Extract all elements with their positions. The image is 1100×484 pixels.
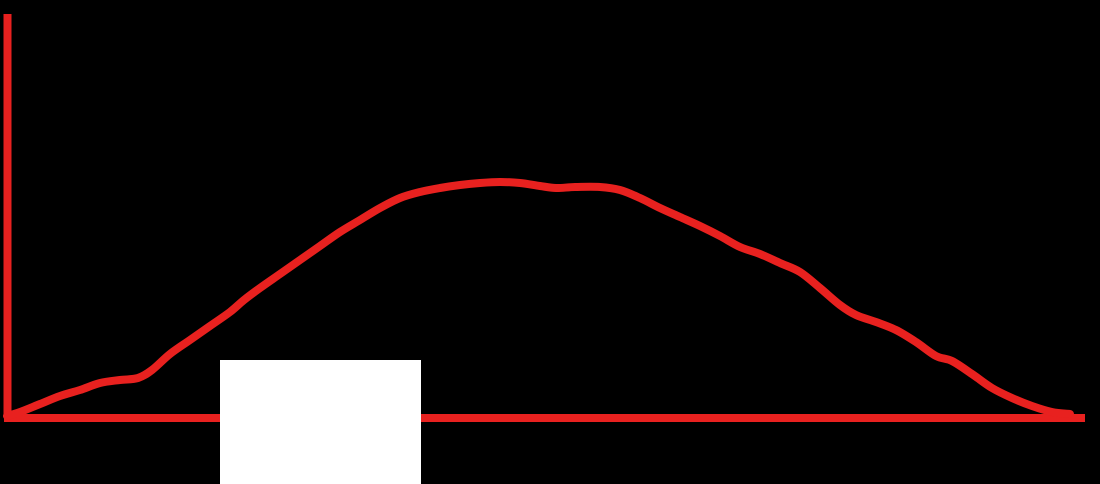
white-occlusion-rectangle <box>220 360 421 484</box>
distribution-curve <box>3 178 1074 420</box>
